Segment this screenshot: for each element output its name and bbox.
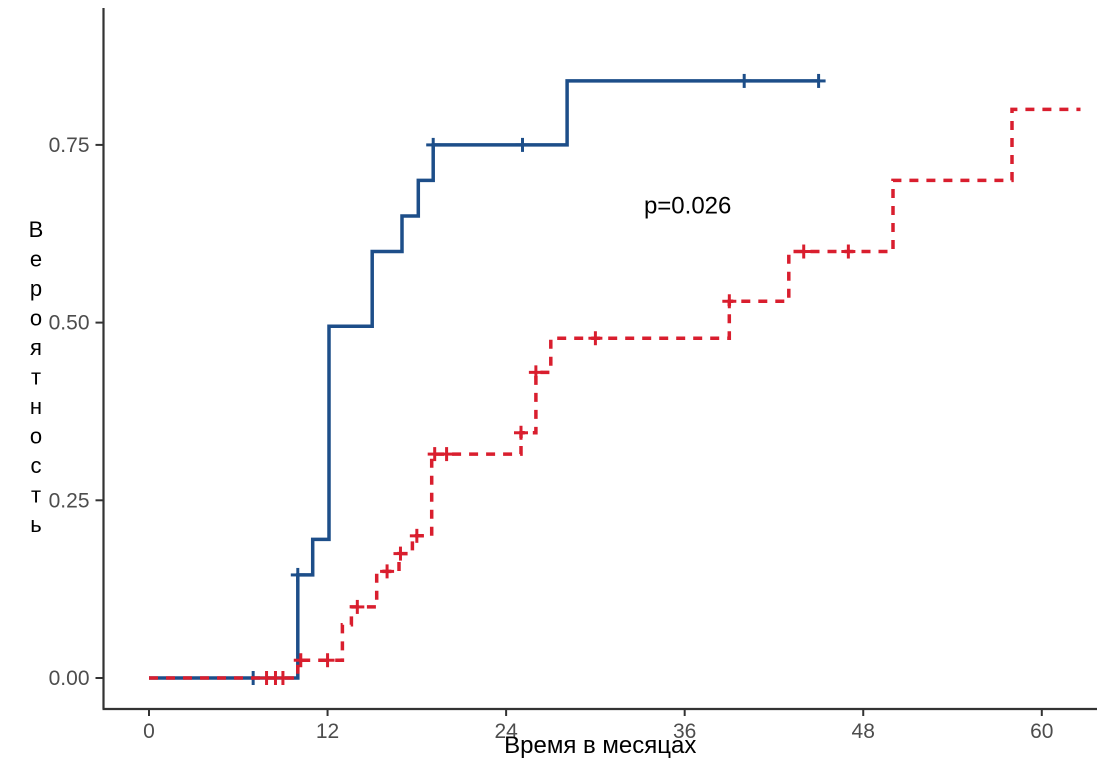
y-axis-title-letter: т [31,483,41,508]
x-axis-title: Время в месяцах [504,732,696,759]
y-axis-title-letter: с [31,453,42,478]
x-tick-label: 60 [1030,720,1053,743]
y-axis-title-letter: е [30,247,42,272]
x-tick-label: 12 [316,720,339,743]
x-tick-label: 24 [494,720,518,743]
y-axis-title-letter: о [30,424,42,449]
y-tick-label: 0.50 [49,312,90,335]
y-tick-label: 0.00 [49,667,90,690]
y-axis-title-letter: н [30,394,42,419]
x-tick-label: 0 [143,720,155,743]
y-tick-label: 0.75 [49,134,90,157]
y-axis-title-letter: о [30,306,42,331]
x-tick-label: 36 [673,720,696,743]
y-axis-title-letter: В [29,217,44,242]
p-value-annotation: p=0.026 [644,192,731,219]
y-axis-title-letter: р [30,276,42,301]
y-tick-label: 0.25 [49,489,90,512]
y-axis-title-letter: ь [30,512,41,537]
x-tick-label: 48 [852,720,875,743]
km-curve-group-2-dashed-red [149,107,1081,680]
km-curve-group-1-solid-blue [149,79,819,680]
y-axis-title-letter: я [30,335,42,360]
y-axis-title-letter: т [31,365,41,390]
